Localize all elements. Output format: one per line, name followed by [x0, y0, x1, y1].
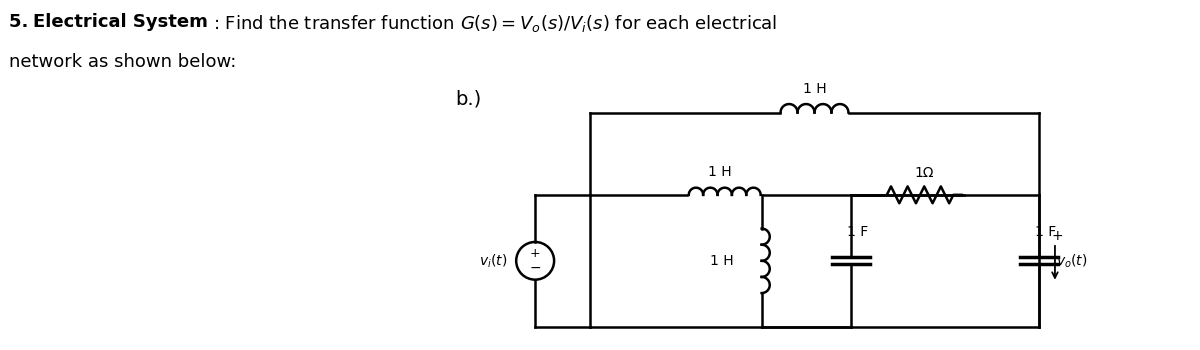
Text: +: +	[1052, 229, 1063, 243]
Text: 5.: 5.	[10, 13, 35, 31]
Text: 1 H: 1 H	[708, 165, 732, 179]
Text: $v_o(t)$: $v_o(t)$	[1056, 252, 1087, 270]
Text: 1 F: 1 F	[1034, 225, 1056, 239]
Text: network as shown below:: network as shown below:	[10, 53, 236, 71]
Text: Electrical System: Electrical System	[34, 13, 208, 31]
Text: 1 F: 1 F	[847, 225, 869, 239]
Text: $v_i(t)$: $v_i(t)$	[479, 252, 508, 270]
Text: +: +	[530, 247, 540, 260]
Text: 1 H: 1 H	[710, 254, 733, 268]
Text: : Find the transfer function $G(s) = V_o(s)/V_i(s)$ for each electrical: : Find the transfer function $G(s) = V_o…	[212, 13, 778, 34]
Text: 1 H: 1 H	[803, 82, 827, 96]
Text: 1Ω: 1Ω	[914, 166, 934, 180]
Text: b.): b.)	[455, 89, 481, 108]
Text: −: −	[529, 261, 541, 275]
